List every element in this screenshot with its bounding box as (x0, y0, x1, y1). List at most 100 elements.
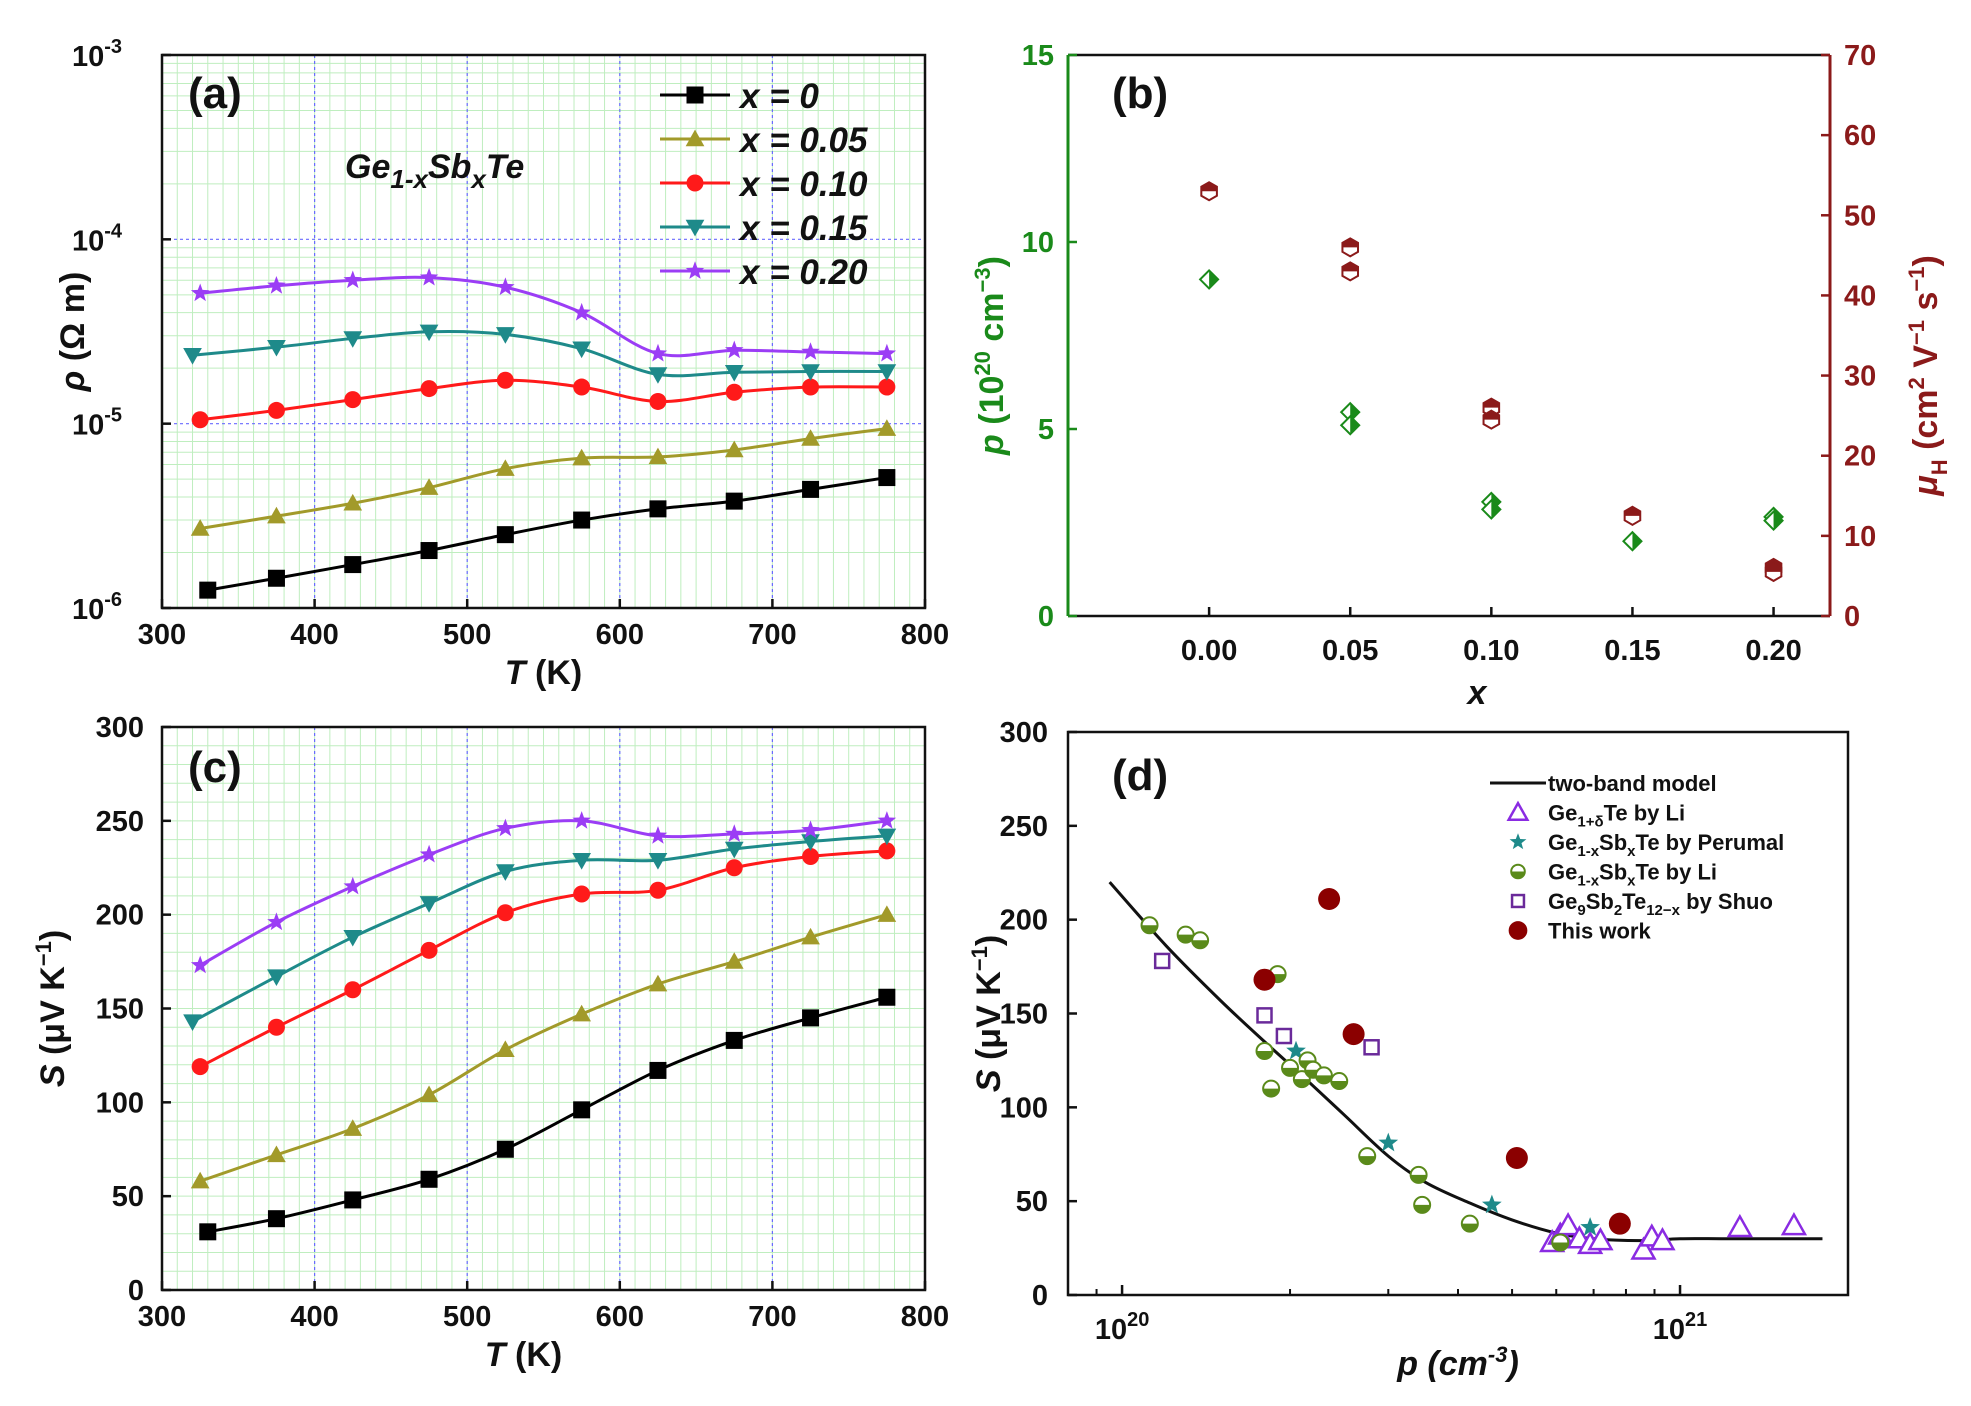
data-point (572, 853, 591, 870)
data-point (725, 824, 744, 842)
data-point (191, 1058, 209, 1076)
y-tick-label: 150 (96, 994, 144, 1026)
y-right-tick-label: 10 (1844, 521, 1876, 553)
y-tick-label: 50 (112, 1181, 144, 1213)
data-point (802, 480, 820, 498)
data-point (1253, 968, 1276, 991)
series-2 (191, 842, 896, 1076)
y-tick-label: 300 (96, 712, 144, 744)
data-point (420, 1170, 438, 1188)
data-point (1292, 1070, 1311, 1089)
legend-marker (1510, 863, 1526, 880)
data-point (725, 1031, 743, 1049)
data-point (1649, 1227, 1676, 1251)
data-point (648, 826, 668, 844)
data-point (183, 348, 202, 365)
legend-marker (686, 86, 704, 104)
y-tick-label: 150 (1000, 999, 1048, 1031)
series-line (199, 378, 887, 422)
data-point (190, 1171, 210, 1189)
data-point (199, 581, 217, 599)
x-tick-label: 700 (748, 619, 796, 651)
data-point (267, 401, 285, 419)
plot-frame-a (160, 53, 927, 610)
data-point (801, 429, 820, 446)
legend-label: x = 0 (738, 77, 819, 116)
data-point (344, 1191, 362, 1209)
legend-label: Ge1-xSbxTe by Perumal (1548, 830, 1784, 860)
data-point (1286, 1040, 1306, 1060)
data-point (343, 929, 363, 947)
y-tick-label: 0 (1032, 1280, 1048, 1312)
x-tick-label: 0.15 (1604, 635, 1660, 667)
data-point (725, 859, 743, 877)
data-point (267, 569, 285, 587)
data-point (267, 1018, 285, 1036)
data-point (496, 327, 515, 344)
y-tick-label: 200 (1000, 905, 1048, 937)
y-right-tick-label: 50 (1844, 200, 1876, 232)
data-point (190, 283, 210, 302)
data-point (1176, 925, 1195, 944)
data-point (878, 988, 896, 1006)
data-point (1318, 888, 1341, 911)
data-point (649, 881, 667, 899)
data-point (191, 411, 209, 429)
series-0 (199, 469, 896, 599)
x-tick-label: 700 (748, 1301, 796, 1333)
x-tick-label: 300 (138, 619, 186, 651)
y-tick-label: 10-3 (72, 36, 122, 73)
data-point (878, 469, 896, 487)
x-tick-label: 600 (596, 1301, 644, 1333)
y-axis-label: ρ (Ω m) (54, 272, 92, 393)
series-line (207, 476, 888, 592)
data-point (267, 1210, 285, 1228)
data-point (343, 1119, 363, 1136)
legend-label: x = 0.15 (738, 209, 868, 248)
data-point (648, 343, 668, 362)
y-right-axis-label: μH (cm2 V−1 s−1) (1904, 255, 1952, 497)
data-point (1363, 1039, 1380, 1056)
data-point (1409, 1165, 1428, 1184)
data-point (190, 519, 210, 536)
data-point (801, 927, 820, 945)
legend-marker (1510, 893, 1526, 909)
data-point (420, 380, 438, 398)
data-point (344, 981, 362, 999)
y-right-tick-label: 0 (1844, 601, 1860, 633)
model-curve (1108, 881, 1823, 1243)
legend-marker (685, 219, 705, 237)
data-point (1623, 505, 1642, 526)
y-right-tick-label: 30 (1844, 361, 1876, 393)
data-point (267, 339, 286, 357)
data-point (1608, 1212, 1631, 1235)
series-0 (199, 988, 896, 1241)
data-point (419, 267, 439, 286)
data-point (573, 378, 591, 396)
series-line (192, 330, 887, 378)
data-point (877, 811, 897, 829)
data-point (419, 844, 439, 863)
series-line (199, 427, 888, 530)
data-point (496, 371, 514, 389)
y-right-tick-label: 40 (1844, 280, 1876, 312)
data-point (648, 853, 668, 870)
y-tick-label: 250 (96, 806, 144, 838)
data-point (802, 847, 820, 865)
y-axis-label: S (μV K−1) (31, 930, 72, 1087)
series-1 (190, 419, 897, 536)
data-point (573, 1101, 591, 1119)
data-point (649, 1061, 667, 1079)
series-μH (1200, 181, 1783, 583)
data-point (1630, 1236, 1657, 1260)
data-point (877, 343, 897, 362)
data-point (1314, 1066, 1333, 1085)
series-0 (1539, 1212, 1808, 1260)
y-left-tick-label: 0 (1038, 601, 1054, 633)
data-point (724, 440, 744, 458)
data-point (343, 331, 363, 348)
y-tick-label: 10-6 (72, 589, 122, 626)
plot-frame-d (1066, 730, 1850, 1297)
series-line (200, 275, 887, 358)
data-point (725, 340, 744, 359)
